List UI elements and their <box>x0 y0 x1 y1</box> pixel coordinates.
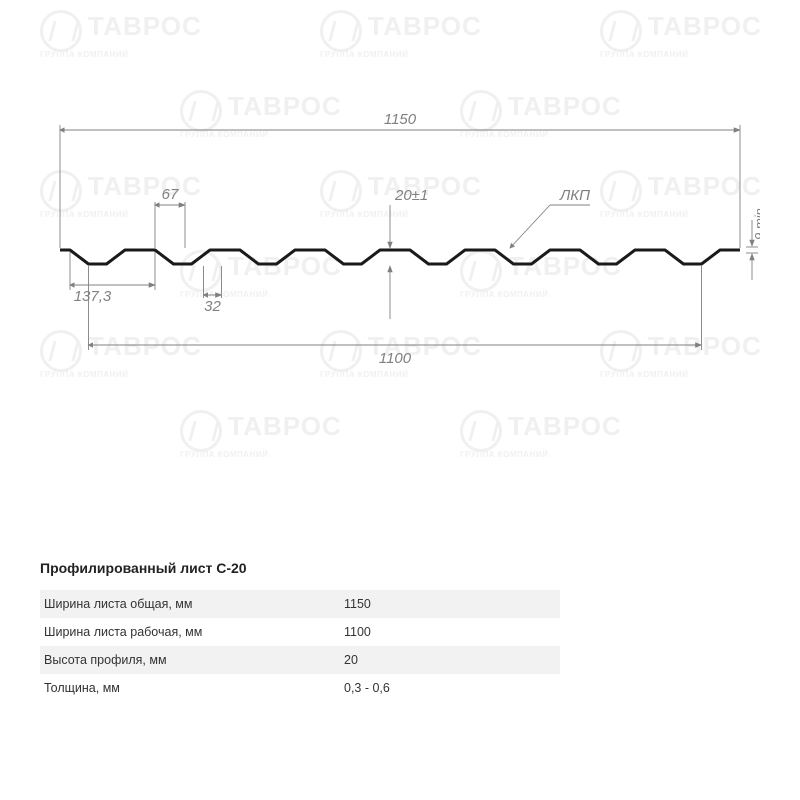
watermark: ТАВРОСГРУППА КОМПАНИЙ <box>460 410 622 459</box>
spec-label: Высота профиля, мм <box>44 653 344 667</box>
spec-label: Ширина листа рабочая, мм <box>44 625 344 639</box>
svg-text:9 min: 9 min <box>752 208 760 240</box>
spec-value: 0,3 - 0,6 <box>344 681 550 695</box>
spec-row: Толщина, мм0,3 - 0,6 <box>40 674 560 702</box>
spec-row: Высота профиля, мм20 <box>40 646 560 674</box>
svg-text:20±1: 20±1 <box>394 187 428 204</box>
spec-title: Профилированный лист С-20 <box>40 560 560 576</box>
profile-diagram: 1150 1100 137,3 67 32 20±1 ЛКП 9 min <box>40 100 760 380</box>
watermark: ТАВРОСГРУППА КОМПАНИЙ <box>600 10 762 59</box>
watermark: ТАВРОСГРУППА КОМПАНИЙ <box>180 410 342 459</box>
svg-text:137,3: 137,3 <box>74 288 112 305</box>
spec-label: Толщина, мм <box>44 681 344 695</box>
svg-text:1100: 1100 <box>379 350 412 367</box>
svg-text:1150: 1150 <box>384 111 417 128</box>
spec-label: Ширина листа общая, мм <box>44 597 344 611</box>
svg-text:32: 32 <box>204 298 221 315</box>
svg-text:ЛКП: ЛКП <box>559 187 590 204</box>
spec-value: 1100 <box>344 625 550 639</box>
spec-row: Ширина листа рабочая, мм1100 <box>40 618 560 646</box>
spec-value: 20 <box>344 653 550 667</box>
watermark: ТАВРОСГРУППА КОМПАНИЙ <box>320 10 482 59</box>
watermark: ТАВРОСГРУППА КОМПАНИЙ <box>40 10 202 59</box>
spec-table: Профилированный лист С-20 Ширина листа о… <box>40 560 560 702</box>
svg-text:67: 67 <box>162 186 179 203</box>
spec-value: 1150 <box>344 597 550 611</box>
spec-row: Ширина листа общая, мм1150 <box>40 590 560 618</box>
